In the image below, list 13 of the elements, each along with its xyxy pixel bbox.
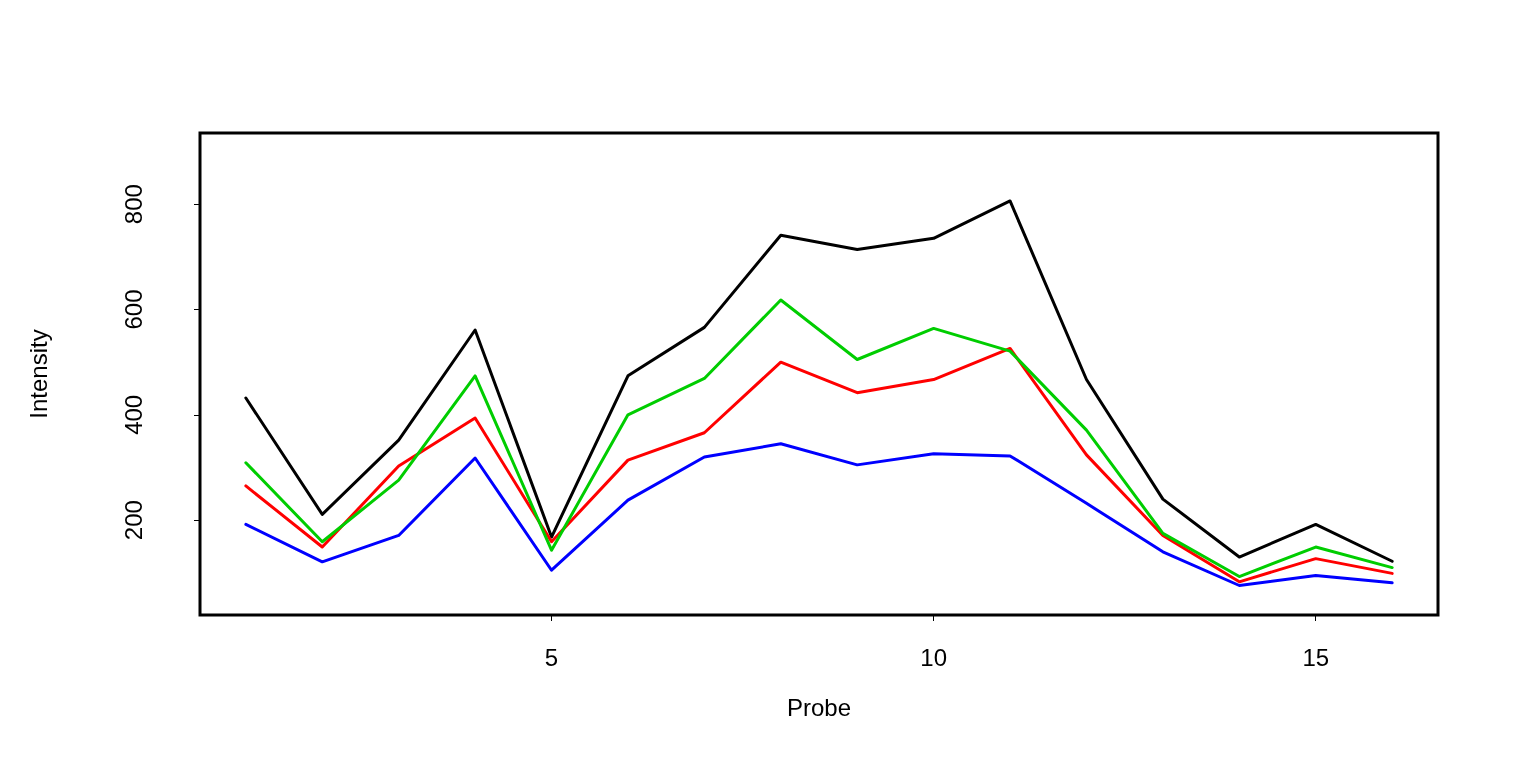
line-series: [244, 298, 1394, 579]
y-axis-title: Intensity: [24, 329, 52, 419]
x-tick-label: 10: [920, 643, 947, 671]
line-series: [244, 199, 1394, 563]
y-tick-label: 600: [119, 289, 147, 330]
line-series: [244, 442, 1394, 587]
y-tick-label: 400: [119, 394, 147, 435]
line-series: [244, 346, 1394, 584]
x-tick-label: 5: [544, 643, 559, 671]
x-tick-label: 15: [1302, 643, 1330, 671]
y-tick-label: 200: [119, 500, 147, 541]
y-tick-label: 800: [119, 184, 147, 225]
x-axis-title: Probe: [786, 693, 852, 721]
